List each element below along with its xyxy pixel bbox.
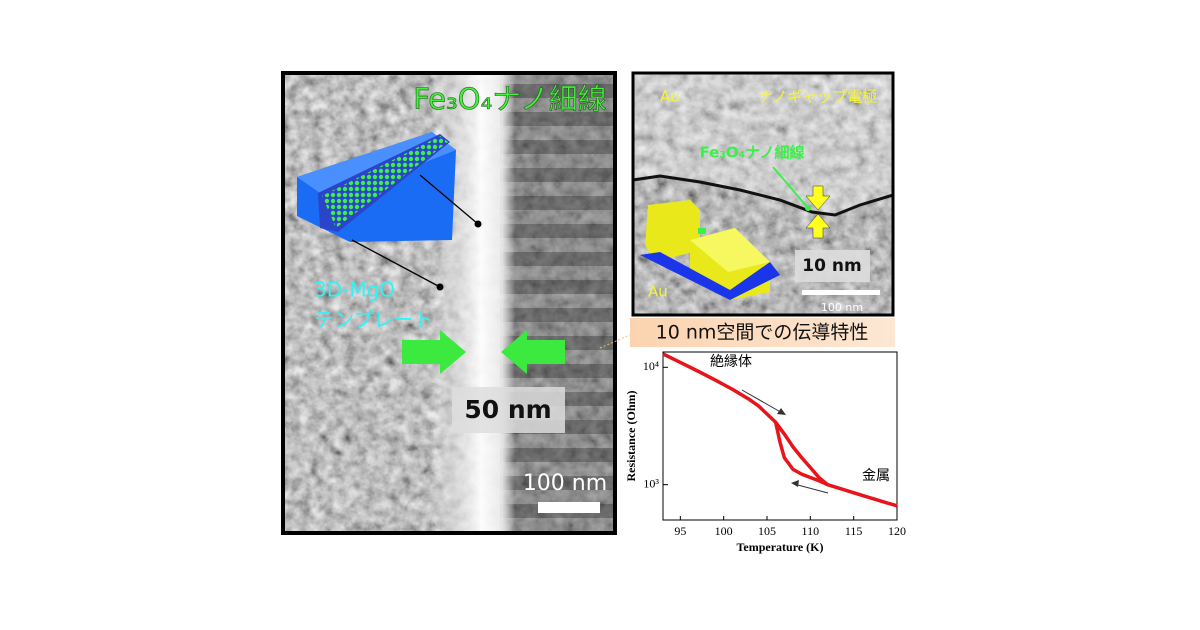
scale-label: 100 nm (523, 471, 607, 496)
x-tick-label: 95 (674, 524, 686, 538)
x-tick-label: 120 (888, 524, 906, 538)
width-label: 50 nm (464, 395, 551, 424)
y-tick-label: 10³ (643, 476, 659, 490)
label-box (795, 250, 870, 282)
x-axis-label: Temperature (K) (737, 540, 824, 554)
arrowhead (777, 408, 786, 415)
chart-title: 10 nm空間での伝導特性 (656, 322, 869, 344)
sem-image (283, 73, 615, 533)
arrow (741, 389, 785, 415)
au-label: Au (660, 88, 680, 106)
panel-border (631, 71, 895, 317)
panel-border (281, 71, 617, 535)
label-box (452, 387, 565, 433)
arrow (793, 483, 829, 494)
y-axis-label: Resistance (Ohm) (624, 391, 638, 482)
scale-label: 100 nm (821, 301, 863, 314)
electrode-title: ナノギャップ電極 (758, 88, 877, 106)
template-label: 3D-MgO (314, 278, 395, 302)
pointer (772, 166, 809, 209)
x-tick-label: 115 (845, 524, 863, 538)
annotation: 金属 (862, 468, 890, 484)
title-box (630, 318, 895, 347)
pointer-dot (805, 205, 811, 211)
template-label: テンプレート (314, 308, 433, 332)
chart: 95 100 105 110 115 120 10³ 10⁴ Temperature (K) Re… (624, 351, 906, 554)
gap-arrows (805, 185, 831, 239)
wire-title: Fe₃O₄ナノ細線 (413, 82, 607, 116)
template-3d (297, 132, 482, 291)
y-tick-label: 10⁴ (643, 359, 659, 373)
arrowhead (791, 480, 799, 487)
gap-label: 10 nm (802, 256, 861, 276)
au-label: Au (648, 283, 668, 301)
scale-bar (538, 502, 600, 513)
x-tick-label: 100 (715, 524, 733, 538)
data-line (662, 352, 898, 508)
plot-frame (662, 351, 898, 521)
sem-image (633, 73, 893, 315)
connector (599, 333, 633, 349)
x-tick-label: 105 (758, 524, 776, 538)
x-tick-label: 110 (802, 524, 820, 538)
wire-label: Fe₃O₄ナノ細線 (700, 144, 805, 162)
scale-bar (802, 290, 880, 295)
annotation: 絶縁体 (710, 354, 752, 370)
data-line (773, 421, 829, 487)
width-arrows (402, 330, 565, 374)
